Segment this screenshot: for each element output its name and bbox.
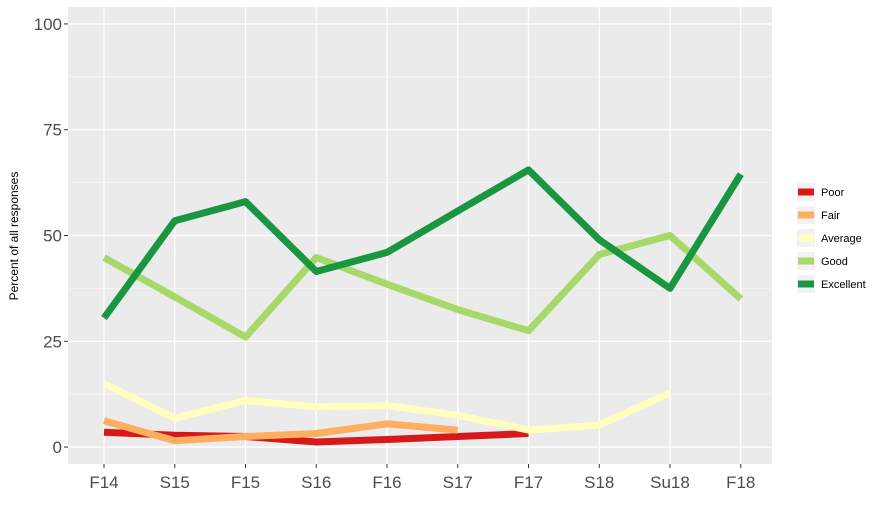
x-tick-label: S17	[443, 473, 473, 492]
legend-label-excellent: Excellent	[821, 279, 866, 291]
legend: Poor Fair Average Good Excellent	[797, 183, 866, 293]
legend-label-poor: Poor	[821, 187, 845, 199]
x-tick-label: F15	[231, 473, 260, 492]
y-tick-label: 75	[43, 121, 62, 140]
series-line-fair	[103, 417, 459, 445]
series-line-poor	[103, 428, 529, 446]
series-line-good	[102, 232, 744, 341]
x-tick-label: F18	[726, 473, 755, 492]
series-lines	[101, 166, 744, 446]
legend-label-good: Good	[821, 256, 848, 268]
legend-label-fair: Fair	[821, 210, 840, 222]
x-axis: F14 S15 F15 S16 F16 S17 F17 S18 Su18 F18	[89, 464, 755, 492]
grid-major	[68, 7, 772, 464]
series-line-excellent	[101, 166, 744, 321]
x-tick-label: F17	[514, 473, 543, 492]
y-axis: 0 25 50 75 100	[34, 15, 68, 457]
x-tick-label: S16	[301, 473, 331, 492]
x-tick-label: Su18	[650, 473, 690, 492]
y-tick-label: 25	[43, 332, 62, 351]
x-tick-label: S15	[160, 473, 190, 492]
x-tick-label: S18	[584, 473, 614, 492]
grid-minor	[68, 76, 772, 395]
series-line-average	[102, 380, 672, 434]
legend-label-average: Average	[821, 233, 862, 245]
y-tick-label: 50	[43, 227, 62, 246]
x-tick-label: F16	[372, 473, 401, 492]
y-axis-label: Percent of all responses	[7, 172, 21, 301]
y-tick-label: 100	[34, 15, 62, 34]
y-tick-label: 0	[53, 438, 62, 457]
x-tick-label: F14	[89, 473, 118, 492]
